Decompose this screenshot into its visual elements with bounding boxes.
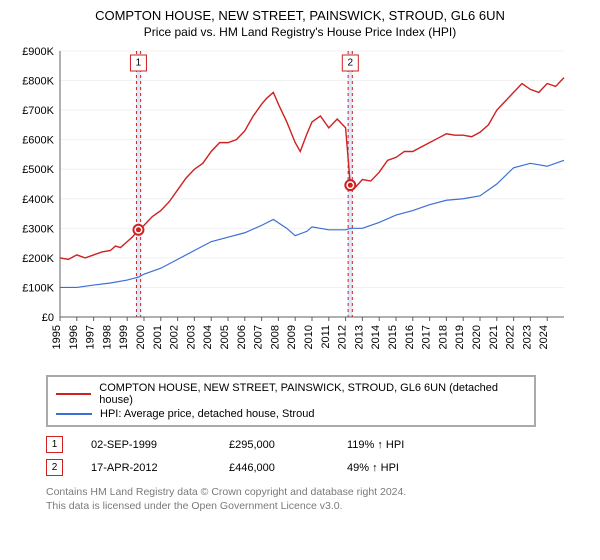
sale-date: 02-SEP-1999 <box>91 439 201 451</box>
svg-text:2013: 2013 <box>353 325 365 349</box>
sale-vs-hpi: 49% ↑ HPI <box>347 462 399 474</box>
svg-text:1: 1 <box>136 58 142 69</box>
svg-text:2008: 2008 <box>269 325 281 349</box>
svg-text:2003: 2003 <box>185 325 197 349</box>
svg-text:2006: 2006 <box>236 325 248 349</box>
svg-text:£700K: £700K <box>22 105 54 117</box>
svg-text:2010: 2010 <box>303 325 315 349</box>
chart-legend: COMPTON HOUSE, NEW STREET, PAINSWICK, ST… <box>46 375 536 427</box>
svg-text:£900K: £900K <box>22 46 54 58</box>
legend-item: HPI: Average price, detached house, Stro… <box>56 407 526 421</box>
svg-text:2015: 2015 <box>387 325 399 349</box>
svg-text:2009: 2009 <box>286 325 298 349</box>
svg-text:£0: £0 <box>42 312 54 324</box>
svg-text:2012: 2012 <box>337 325 349 349</box>
chart-footer: Contains HM Land Registry data © Crown c… <box>46 485 586 513</box>
svg-text:1995: 1995 <box>51 325 63 349</box>
svg-text:2018: 2018 <box>437 325 449 349</box>
legend-label: COMPTON HOUSE, NEW STREET, PAINSWICK, ST… <box>99 382 526 406</box>
svg-text:2007: 2007 <box>253 325 265 349</box>
sale-index-box: 2 <box>46 459 63 476</box>
chart-svg: 1 2 £0 £100K £200K £300K £400K £500K £600K £700K £… <box>14 45 574 365</box>
svg-text:£100K: £100K <box>22 282 54 294</box>
chart-title-sub: Price paid vs. HM Land Registry's House … <box>14 25 586 39</box>
svg-text:2001: 2001 <box>152 325 164 349</box>
chart-plot: 1 2 £0 £100K £200K £300K £400K £500K £600K £700K £… <box>14 45 586 365</box>
svg-text:2019: 2019 <box>454 325 466 349</box>
sale-vs-hpi: 119% ↑ HPI <box>347 439 404 451</box>
legend-swatch <box>56 393 91 395</box>
svg-text:£300K: £300K <box>22 223 54 235</box>
footer-line-2: This data is licensed under the Open Gov… <box>46 499 586 513</box>
sale-date: 17-APR-2012 <box>91 462 201 474</box>
svg-text:2023: 2023 <box>521 325 533 349</box>
footer-line-1: Contains HM Land Registry data © Crown c… <box>46 485 586 499</box>
svg-text:2002: 2002 <box>169 325 181 349</box>
svg-text:2011: 2011 <box>320 325 332 349</box>
sale-price: £446,000 <box>229 462 319 474</box>
sales-table: 1 02-SEP-1999 £295,000 119% ↑ HPI 2 17-APR-20… <box>46 433 586 479</box>
svg-text:1997: 1997 <box>85 325 97 349</box>
sale-index-box: 1 <box>46 436 63 453</box>
svg-text:£800K: £800K <box>22 76 54 88</box>
legend-label: HPI: Average price, detached house, Stro… <box>100 408 314 420</box>
svg-text:£600K: £600K <box>22 135 54 147</box>
svg-text:2014: 2014 <box>370 325 382 349</box>
svg-text:2004: 2004 <box>202 325 214 349</box>
svg-text:2020: 2020 <box>471 325 483 349</box>
svg-text:2021: 2021 <box>488 325 500 349</box>
svg-text:2024: 2024 <box>538 325 550 349</box>
svg-text:2005: 2005 <box>219 325 231 349</box>
svg-text:1999: 1999 <box>118 325 130 349</box>
svg-text:£500K: £500K <box>22 164 54 176</box>
sale-price: £295,000 <box>229 439 319 451</box>
svg-text:2000: 2000 <box>135 325 147 349</box>
svg-text:2016: 2016 <box>404 325 416 349</box>
svg-text:£400K: £400K <box>22 194 54 206</box>
svg-text:1998: 1998 <box>101 325 113 349</box>
sales-row: 2 17-APR-2012 £446,000 49% ↑ HPI <box>46 456 586 479</box>
svg-text:2: 2 <box>348 58 354 69</box>
legend-item: COMPTON HOUSE, NEW STREET, PAINSWICK, ST… <box>56 381 526 407</box>
svg-text:£200K: £200K <box>22 253 54 265</box>
chart-title-block: COMPTON HOUSE, NEW STREET, PAINSWICK, ST… <box>14 8 586 39</box>
svg-text:1996: 1996 <box>68 325 80 349</box>
price-chart-card: COMPTON HOUSE, NEW STREET, PAINSWICK, ST… <box>0 0 600 523</box>
svg-text:2017: 2017 <box>421 325 433 349</box>
legend-swatch <box>56 413 92 415</box>
svg-text:2022: 2022 <box>505 325 517 349</box>
chart-title-main: COMPTON HOUSE, NEW STREET, PAINSWICK, ST… <box>14 8 586 23</box>
sales-row: 1 02-SEP-1999 £295,000 119% ↑ HPI <box>46 433 586 456</box>
